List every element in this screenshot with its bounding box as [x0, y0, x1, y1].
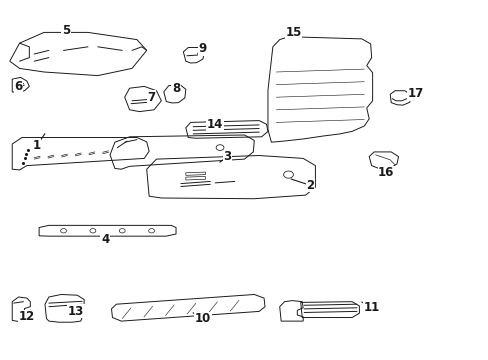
Text: 6: 6 [15, 80, 22, 93]
Text: 7: 7 [147, 91, 155, 104]
Text: 3: 3 [223, 150, 231, 163]
Text: 17: 17 [407, 87, 423, 100]
Text: 11: 11 [363, 301, 379, 314]
Text: 2: 2 [306, 179, 314, 192]
Text: 9: 9 [199, 42, 206, 55]
Text: 4: 4 [101, 233, 109, 246]
Text: 5: 5 [62, 24, 70, 37]
Text: 14: 14 [206, 118, 223, 131]
Text: 16: 16 [377, 166, 394, 179]
Text: 15: 15 [285, 26, 301, 39]
Text: 10: 10 [194, 312, 211, 325]
Text: 12: 12 [19, 310, 35, 323]
Text: 1: 1 [33, 139, 41, 152]
Text: 13: 13 [67, 305, 84, 318]
Text: 8: 8 [172, 82, 180, 95]
